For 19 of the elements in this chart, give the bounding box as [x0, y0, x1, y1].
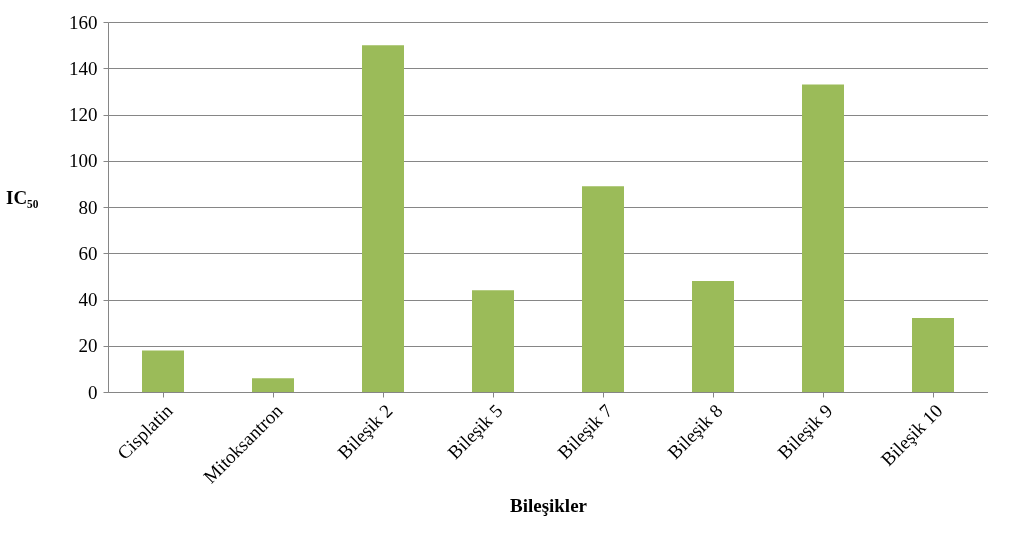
- y-tick-label: 140: [69, 57, 98, 79]
- y-tick-label: 160: [69, 11, 98, 33]
- y-tick-label: 0: [88, 381, 98, 403]
- bar: [582, 186, 624, 392]
- bar: [472, 290, 514, 392]
- y-tick-label: 80: [78, 196, 98, 218]
- y-tick-label: 60: [78, 242, 98, 264]
- y-tick-label: 100: [69, 150, 98, 172]
- y-tick-label: 40: [78, 289, 98, 310]
- bar: [142, 350, 184, 392]
- bar: [252, 378, 294, 392]
- bar: [802, 84, 844, 392]
- y-tick-label: 20: [78, 335, 98, 357]
- bar: [692, 281, 734, 392]
- y-tick-label: 120: [69, 104, 98, 125]
- x-axis-title: Bileşikler: [509, 495, 588, 517]
- bar: [912, 318, 954, 392]
- bar: [362, 45, 404, 392]
- y-axis-title: IC₅₀: [5, 186, 39, 208]
